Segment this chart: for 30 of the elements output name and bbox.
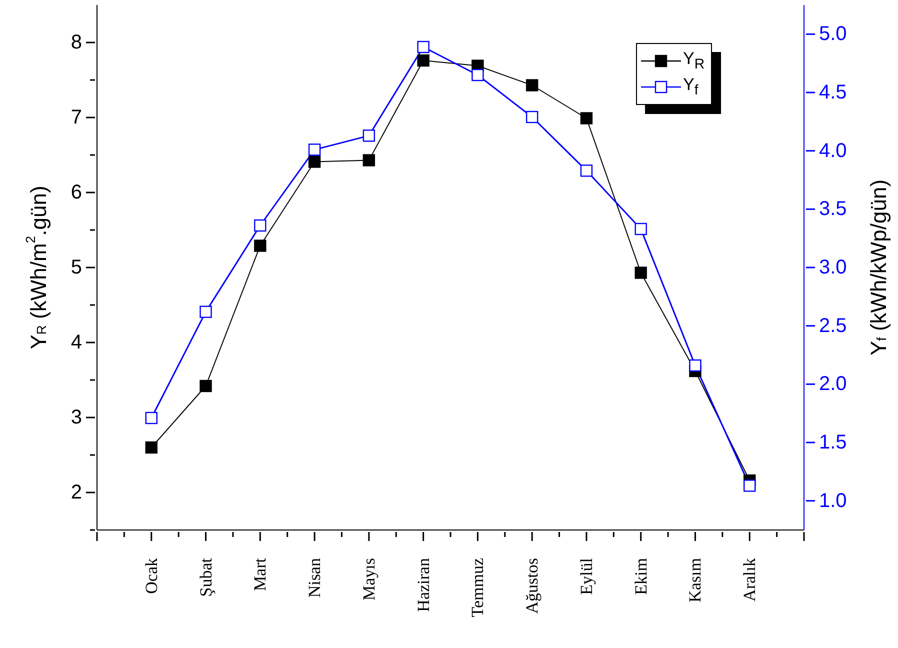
y-tick-label: 6 [70,182,82,204]
y2-tick-label: 5.0 [819,23,847,46]
y2-tick-label: 3.0 [819,256,847,278]
x-tick-label: Mayıs [359,558,378,600]
x-tick-label: Nisan [305,558,324,598]
legend-label: Y$_{R}$ [683,49,705,73]
x-tick-label: Aralık [740,558,760,602]
y2-tick-label: 4.0 [819,140,847,162]
x-tick-label: Haziran [414,558,433,612]
y-tick-label: 2 [70,482,82,504]
x-tick-label: Ağustos [522,558,542,614]
y-tick-label: 7 [70,106,82,128]
x-tick-label: Temmuz [468,558,488,618]
x-tick-label: Ocak [142,558,161,594]
y2-tick-label: 1.0 [819,490,847,512]
y2-tick-label: 2.0 [819,373,847,396]
y-tick-label: 3 [70,406,82,428]
y-tick-label: 4 [70,332,82,354]
y2-tick-label: 4.5 [819,82,847,104]
y2-tick-label: 2.5 [819,314,847,337]
y-tick-label: 5 [70,256,82,278]
y2-tick-label: 1.5 [819,432,847,454]
x-tick-label: Şubat [196,558,216,597]
legend-label: Y$_{f}$ [683,75,698,99]
y2-tick-label: 3.5 [819,198,847,220]
x-tick-label: Mart [250,558,270,592]
x-tick-label: Ekim [631,558,650,595]
x-tick-label: Kasım [686,558,705,602]
y-tick-label: 8 [70,32,82,54]
x-tick-label: Eylül [576,558,596,595]
